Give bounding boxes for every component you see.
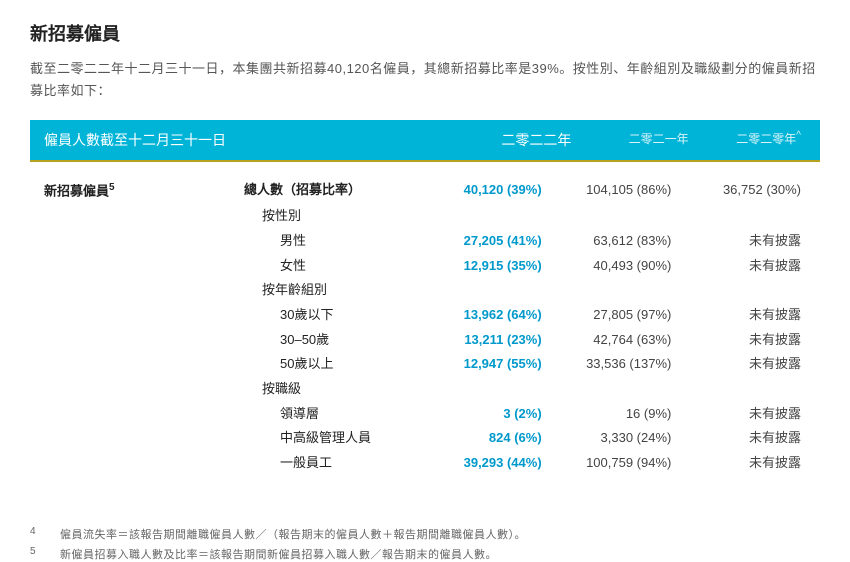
row-y1: 39,293 (44%) xyxy=(424,451,554,476)
row-label: 中高級管理人員 xyxy=(244,426,424,451)
main-y2: 104,105 (86%) xyxy=(554,178,684,204)
group-label: 按年齡組別 xyxy=(244,278,424,303)
group-label: 按職級 xyxy=(244,377,424,402)
row-label: 領導層 xyxy=(244,402,424,427)
row-y3: 未有披露 xyxy=(683,254,806,279)
group-label: 按性別 xyxy=(244,204,424,229)
table-body: 新招募僱員5 總人數（招募比率） 40,120 (39%) 104,105 (8… xyxy=(30,162,820,476)
footnote-text: 新僱員招募入職人數及比率＝該報告期間新僱員招募入職人數／報告期末的僱員人數。 xyxy=(60,546,820,562)
header-left: 僱員人數截至十二月三十一日 xyxy=(44,130,284,150)
row-label: 男性 xyxy=(244,229,424,254)
row-y1: 13,211 (23%) xyxy=(424,328,554,353)
row-y2: 27,805 (97%) xyxy=(554,303,684,328)
row-y1: 3 (2%) xyxy=(424,402,554,427)
table-row: 中高級管理人員824 (6%)3,330 (24%)未有披露 xyxy=(44,426,806,451)
row-label: 30歲以下 xyxy=(244,303,424,328)
page-title: 新招募僱員 xyxy=(30,20,820,46)
row-y3: 未有披露 xyxy=(683,229,806,254)
table-row: 30歲以下13,962 (64%)27,805 (97%)未有披露 xyxy=(44,303,806,328)
row-y2: 42,764 (63%) xyxy=(554,328,684,353)
footnote-num: 4 xyxy=(30,526,60,542)
table-row: 女性12,915 (35%)40,493 (90%)未有披露 xyxy=(44,254,806,279)
row-y1: 824 (6%) xyxy=(424,426,554,451)
table-row: 男性27,205 (41%)63,612 (83%)未有披露 xyxy=(44,229,806,254)
row-y1: 12,915 (35%) xyxy=(424,254,554,279)
row-y1: 27,205 (41%) xyxy=(424,229,554,254)
row-label: 30–50歲 xyxy=(244,328,424,353)
row-y2: 63,612 (83%) xyxy=(554,229,684,254)
row-y2: 33,536 (137%) xyxy=(554,352,684,377)
row-y3: 未有披露 xyxy=(683,451,806,476)
header-y2: 二零二一年 xyxy=(581,130,693,150)
row-y2: 16 (9%) xyxy=(554,402,684,427)
footnote: 4僱員流失率＝該報告期間離職僱員人數／（報告期末的僱員人數＋報告期間離職僱員人數… xyxy=(30,526,820,542)
main-y1: 40,120 (39%) xyxy=(424,178,554,204)
table-row: 一般員工39,293 (44%)100,759 (94%)未有披露 xyxy=(44,451,806,476)
row-label: 女性 xyxy=(244,254,424,279)
row-y2: 40,493 (90%) xyxy=(554,254,684,279)
intro-text: 截至二零二二年十二月三十一日，本集團共新招募40,120名僱員，其總新招募比率是… xyxy=(30,58,820,102)
row-y3: 未有披露 xyxy=(683,303,806,328)
main-label: 新招募僱員5 xyxy=(44,178,244,204)
footnotes: 4僱員流失率＝該報告期間離職僱員人數／（報告期末的僱員人數＋報告期間離職僱員人數… xyxy=(30,526,820,562)
table-row: 50歲以上12,947 (55%)33,536 (137%)未有披露 xyxy=(44,352,806,377)
footnote-text: 僱員流失率＝該報告期間離職僱員人數／（報告期末的僱員人數＋報告期間離職僱員人數）… xyxy=(60,526,820,542)
table-row: 領導層3 (2%)16 (9%)未有披露 xyxy=(44,402,806,427)
row-y1: 12,947 (55%) xyxy=(424,352,554,377)
header-y1: 二零二二年 xyxy=(464,130,581,150)
row-y3: 未有披露 xyxy=(683,426,806,451)
row-y2: 100,759 (94%) xyxy=(554,451,684,476)
group-label-row: 按職級 xyxy=(44,377,806,402)
row-y3: 未有披露 xyxy=(683,352,806,377)
row-label: 50歲以上 xyxy=(244,352,424,377)
row-y1: 13,962 (64%) xyxy=(424,303,554,328)
main-y3: 36,752 (30%) xyxy=(683,178,806,204)
group-label-row: 按性別 xyxy=(44,204,806,229)
main-row: 新招募僱員5 總人數（招募比率） 40,120 (39%) 104,105 (8… xyxy=(44,178,806,204)
table-header: 僱員人數截至十二月三十一日 二零二二年 二零二一年 二零二零年^ xyxy=(30,120,820,162)
footnote: 5新僱員招募入職人數及比率＝該報告期間新僱員招募入職人數／報告期末的僱員人數。 xyxy=(30,546,820,562)
row-y2: 3,330 (24%) xyxy=(554,426,684,451)
header-y3: 二零二零年^ xyxy=(694,130,806,150)
row-y3: 未有披露 xyxy=(683,402,806,427)
footnote-num: 5 xyxy=(30,546,60,562)
group-label-row: 按年齡組別 xyxy=(44,278,806,303)
main-sub: 總人數（招募比率） xyxy=(244,178,424,204)
row-y3: 未有披露 xyxy=(683,328,806,353)
table-row: 30–50歲13,211 (23%)42,764 (63%)未有披露 xyxy=(44,328,806,353)
row-label: 一般員工 xyxy=(244,451,424,476)
